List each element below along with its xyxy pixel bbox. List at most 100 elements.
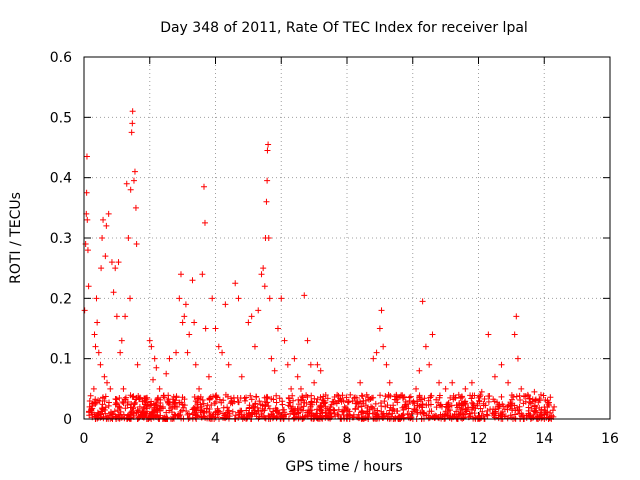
- data-point: [116, 412, 123, 419]
- data-point: [204, 402, 211, 409]
- data-point: [102, 253, 109, 260]
- data-point: [466, 410, 473, 417]
- data-point: [419, 401, 426, 408]
- data-point: [92, 343, 99, 350]
- data-point: [536, 395, 543, 402]
- data-point: [209, 295, 216, 302]
- data-point: [107, 385, 114, 392]
- data-point: [497, 412, 504, 419]
- y-tick-label: 0.2: [50, 291, 72, 307]
- data-point: [287, 399, 294, 406]
- data-point: [281, 409, 288, 416]
- data-point: [273, 392, 280, 399]
- data-point: [220, 404, 227, 411]
- x-tick-label: 0: [80, 431, 89, 447]
- data-point: [150, 408, 157, 415]
- data-point: [317, 410, 324, 417]
- data-point: [94, 319, 101, 326]
- data-point: [494, 399, 501, 406]
- data-point: [378, 307, 385, 314]
- data-point: [83, 189, 90, 196]
- data-point: [136, 395, 143, 402]
- data-point: [118, 337, 125, 344]
- data-point: [441, 413, 448, 420]
- data-point: [112, 265, 119, 272]
- data-point: [241, 414, 248, 421]
- data-point: [194, 395, 201, 402]
- data-point: [499, 401, 506, 408]
- data-point: [141, 412, 148, 419]
- data-point: [402, 398, 409, 405]
- data-point: [130, 177, 137, 184]
- data-point: [100, 216, 107, 223]
- data-point: [547, 394, 554, 401]
- data-point: [308, 407, 315, 414]
- data-point: [359, 393, 366, 400]
- data-point: [206, 409, 213, 416]
- data-point: [184, 349, 191, 356]
- data-point: [197, 409, 204, 416]
- data-point: [128, 129, 135, 136]
- data-point: [252, 407, 259, 414]
- data-point: [512, 407, 519, 414]
- data-point: [294, 373, 301, 380]
- data-point: [377, 392, 384, 399]
- data-point: [408, 410, 415, 417]
- data-point: [108, 415, 115, 422]
- data-point: [157, 412, 164, 419]
- data-point: [273, 399, 280, 406]
- data-point: [494, 403, 501, 410]
- data-point: [516, 392, 523, 399]
- data-point: [112, 396, 119, 403]
- data-point: [526, 395, 533, 402]
- data-point: [393, 391, 400, 398]
- data-point: [514, 355, 521, 362]
- data-point: [368, 394, 375, 401]
- data-point: [130, 410, 137, 417]
- data-point: [229, 408, 236, 415]
- data-point: [305, 409, 312, 416]
- x-axis-label: GPS time / hours: [285, 459, 402, 475]
- data-point: [342, 405, 349, 412]
- data-point: [258, 271, 265, 278]
- data-point: [483, 411, 490, 418]
- data-point: [108, 259, 115, 266]
- data-point: [183, 408, 190, 414]
- data-point: [92, 396, 99, 403]
- data-point: [537, 391, 544, 398]
- data-point: [117, 349, 124, 356]
- data-point: [522, 398, 529, 405]
- data-point: [308, 392, 315, 399]
- data-point: [475, 413, 482, 420]
- tick-labels: 0 2 4 6 8 10 12 14 16 0 0.1 0.2 0.3 0.4 0.5 0.6: [50, 50, 619, 447]
- data-point: [151, 355, 158, 362]
- x-tick-label: 16: [601, 431, 619, 447]
- data-point: [90, 385, 97, 392]
- data-point: [534, 413, 541, 420]
- data-point: [114, 407, 121, 414]
- data-point: [367, 403, 374, 410]
- data-point: [129, 393, 136, 400]
- data-point: [384, 402, 391, 409]
- data-point: [280, 413, 287, 420]
- data-point: [122, 405, 129, 412]
- data-point: [134, 407, 141, 414]
- data-point: [228, 397, 235, 404]
- data-point: [371, 405, 378, 412]
- data-point: [101, 407, 108, 414]
- data-point: [81, 307, 88, 314]
- data-point: [139, 398, 146, 405]
- data-point: [399, 404, 406, 411]
- data-point: [97, 361, 104, 368]
- data-point: [433, 404, 440, 411]
- data-point: [340, 397, 347, 404]
- data-point: [298, 404, 305, 411]
- data-point: [513, 313, 520, 320]
- data-point: [275, 409, 282, 416]
- data-point: [111, 408, 118, 415]
- data-point: [385, 391, 392, 398]
- data-point: [477, 405, 484, 412]
- data-point: [377, 399, 384, 406]
- data-point: [332, 399, 339, 406]
- data-point: [102, 393, 109, 400]
